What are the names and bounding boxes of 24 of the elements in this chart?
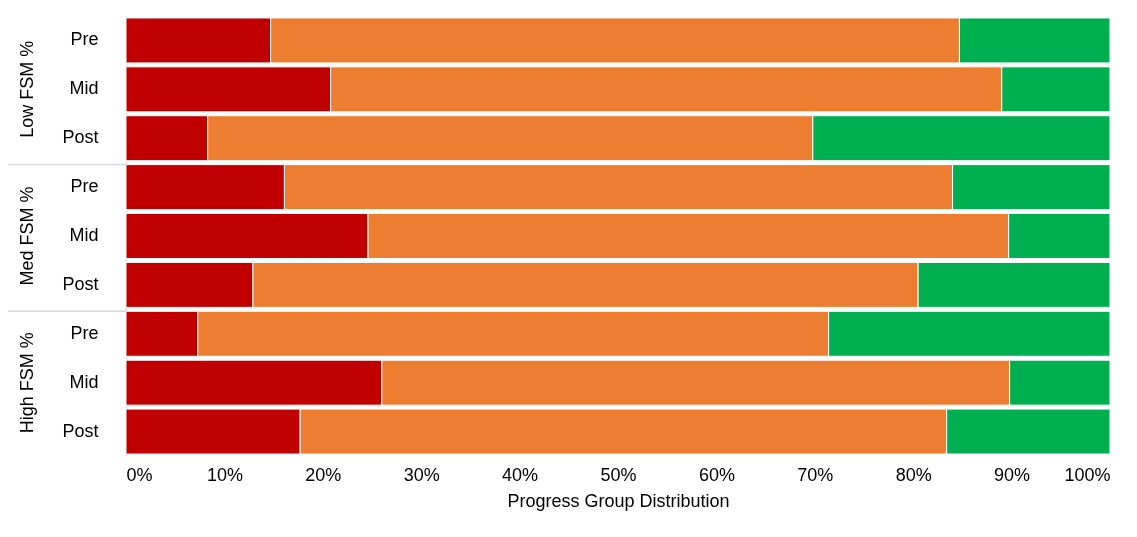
y-tick-label: Mid — [69, 371, 99, 392]
y-tick-label: Pre — [70, 322, 99, 343]
x-tick-label: 70% — [797, 464, 834, 485]
y-tick-label: Post — [62, 127, 99, 148]
text: Low FSM % — [17, 40, 37, 138]
y-tick-label: Mid — [69, 78, 99, 99]
x-tick-label: 0% — [126, 464, 153, 485]
x-tick-label: 30% — [403, 464, 440, 485]
y-tick-label: Post — [62, 420, 99, 441]
x-tick-label: 80% — [895, 464, 932, 485]
x-tick-label: 10% — [206, 464, 243, 485]
y-tick-label: Mid — [69, 225, 99, 245]
x-tick-label: 40% — [502, 464, 539, 485]
x-tick-label: 50% — [600, 464, 637, 485]
x-tick-label: 90% — [994, 464, 1031, 485]
text: High FSM % — [17, 332, 37, 434]
x-tick-label: 20% — [305, 464, 342, 485]
y-tick-label: Post — [62, 273, 99, 294]
text: Med FSM % — [17, 186, 37, 286]
x-tick-label: 100% — [1064, 464, 1111, 485]
y-tick-label: Pre — [70, 176, 99, 197]
x-axis-title: Progress Group Distribution — [507, 490, 730, 511]
y-tick-label: Pre — [70, 29, 99, 50]
x-tick-label: 60% — [698, 464, 735, 485]
